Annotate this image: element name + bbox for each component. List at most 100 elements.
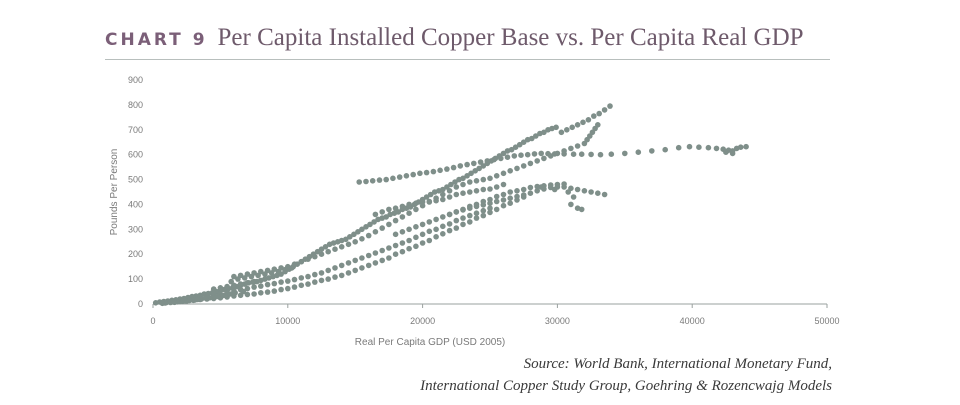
data-point xyxy=(487,209,493,216)
data-point xyxy=(383,176,390,183)
data-point xyxy=(480,176,487,183)
data-point xyxy=(322,244,329,250)
data-point xyxy=(487,205,493,211)
data-point xyxy=(289,265,295,271)
y-tick-label: 600 xyxy=(128,150,143,160)
data-point xyxy=(392,205,399,211)
data-point xyxy=(217,285,224,291)
data-point xyxy=(473,215,480,221)
data-point xyxy=(171,299,178,306)
data-point xyxy=(413,224,419,230)
data-point xyxy=(500,202,507,209)
data-point xyxy=(227,291,233,297)
data-point xyxy=(444,166,450,172)
data-point xyxy=(574,143,581,149)
data-point xyxy=(508,146,515,153)
y-tick-label: 900 xyxy=(128,75,143,85)
data-point xyxy=(554,181,561,188)
data-point xyxy=(460,207,466,213)
data-point xyxy=(493,206,500,213)
data-point xyxy=(467,179,473,185)
data-point xyxy=(527,160,534,167)
data-point xyxy=(588,189,594,195)
data-point xyxy=(264,281,271,288)
data-point xyxy=(473,210,480,216)
data-point xyxy=(520,186,527,193)
data-point xyxy=(392,251,399,257)
data-point xyxy=(392,217,399,224)
data-point xyxy=(468,170,474,177)
data-point xyxy=(423,194,430,200)
data-point xyxy=(244,280,251,286)
data-point xyxy=(527,184,534,191)
data-point xyxy=(417,170,423,177)
data-point xyxy=(235,276,241,282)
data-point xyxy=(351,231,357,238)
data-point xyxy=(568,201,574,208)
data-point xyxy=(332,274,338,280)
data-point xyxy=(365,232,372,239)
data-point xyxy=(291,276,298,283)
data-point xyxy=(565,189,571,195)
data-point xyxy=(426,228,433,235)
data-point xyxy=(460,221,466,228)
data-point xyxy=(298,258,305,265)
data-point xyxy=(473,188,480,194)
data-point xyxy=(419,231,426,238)
data-point xyxy=(285,278,291,284)
data-point xyxy=(359,265,365,271)
data-point xyxy=(595,122,601,128)
data-point xyxy=(440,231,446,237)
x-tick-label: 20000 xyxy=(410,316,435,326)
data-point xyxy=(305,273,311,280)
data-point xyxy=(399,229,406,235)
data-point xyxy=(383,214,390,220)
data-point xyxy=(514,193,520,200)
data-point xyxy=(574,122,581,128)
data-point xyxy=(275,268,282,275)
data-point xyxy=(359,226,365,233)
data-point xyxy=(386,206,392,213)
data-point xyxy=(433,216,439,223)
data-point xyxy=(547,182,554,188)
data-point xyxy=(440,191,446,198)
data-point xyxy=(467,205,473,211)
data-point xyxy=(737,144,744,150)
data-point xyxy=(534,158,540,164)
data-point xyxy=(588,151,594,158)
data-point xyxy=(318,277,325,284)
data-point xyxy=(186,297,193,304)
x-tick-label: 50000 xyxy=(814,316,839,326)
data-point xyxy=(527,190,534,196)
x-tick-label: 30000 xyxy=(545,316,570,326)
y-tick-label: 700 xyxy=(128,125,143,135)
data-point xyxy=(332,246,338,252)
data-point xyxy=(538,150,544,157)
data-point xyxy=(258,283,264,289)
data-point xyxy=(237,281,244,287)
data-point xyxy=(167,299,174,306)
data-point xyxy=(345,260,352,266)
data-point xyxy=(258,290,264,296)
data-point xyxy=(413,200,419,206)
data-point xyxy=(493,173,500,179)
data-point xyxy=(500,150,507,157)
data-point xyxy=(413,243,419,250)
data-point xyxy=(480,207,487,214)
data-point xyxy=(392,242,399,249)
data-point xyxy=(386,221,392,228)
data-point xyxy=(399,214,406,220)
data-point xyxy=(251,278,257,285)
data-point xyxy=(467,219,473,225)
data-point xyxy=(413,234,419,241)
data-point xyxy=(271,280,278,287)
data-point xyxy=(561,181,567,187)
data-point xyxy=(406,201,412,208)
data-point xyxy=(520,192,527,198)
chart-number: CHART 9 xyxy=(105,30,208,50)
data-point xyxy=(406,226,412,233)
data-point xyxy=(386,245,392,251)
y-tick-label: 200 xyxy=(128,249,143,259)
data-point xyxy=(460,181,466,188)
data-point xyxy=(271,288,278,294)
